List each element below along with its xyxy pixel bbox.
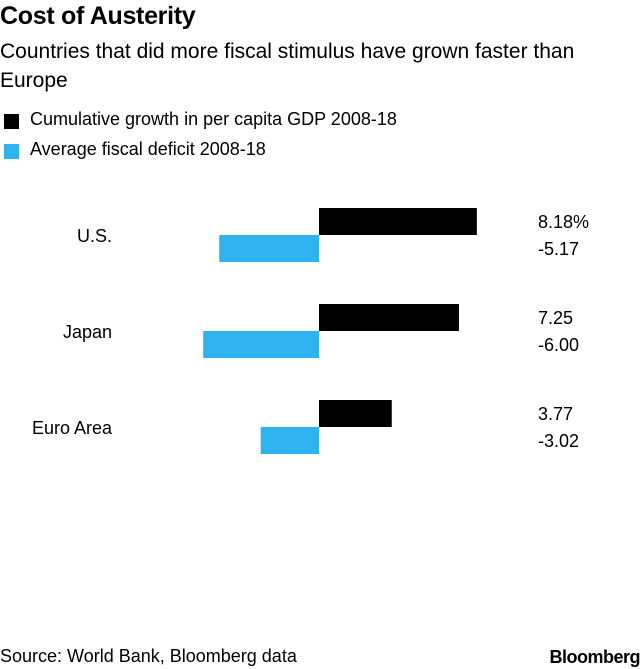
source-note: Source: World Bank, Bloomberg data (0, 646, 297, 666)
chart-subtitle: Countries that did more fiscal stimulus … (0, 40, 575, 92)
bar-chart: U.S. 8.18% -5.17 Japan 7.25 -6.00 Euro Area 3.7… (32, 208, 589, 454)
value-label-growth-euro-area: 3.77 (538, 404, 573, 424)
bar-deficit-japan (203, 331, 319, 358)
value-label-growth-japan: 7.25 (538, 308, 573, 328)
bar-growth-u-s (319, 208, 477, 235)
bar-deficit-u-s (219, 235, 319, 262)
bloomberg-logo: Bloomberg (549, 647, 640, 667)
bar-growth-euro-area (319, 400, 392, 427)
category-label-japan: Japan (63, 322, 112, 342)
value-label-growth-u-s: 8.18% (538, 212, 589, 232)
legend-label-deficit: Average fiscal deficit 2008-18 (30, 139, 266, 159)
bar-growth-japan (319, 304, 459, 331)
legend-swatch-growth (4, 114, 19, 129)
value-label-deficit-euro-area: -3.02 (538, 431, 579, 451)
legend-label-growth: Cumulative growth in per capita GDP 2008… (30, 109, 397, 129)
value-label-deficit-japan: -6.00 (538, 335, 579, 355)
category-label-u-s: U.S. (77, 226, 112, 246)
category-label-euro-area: Euro Area (32, 418, 113, 438)
value-label-deficit-u-s: -5.17 (538, 239, 579, 259)
bar-deficit-euro-area (260, 427, 319, 454)
chart-title: Cost of Austerity (0, 2, 196, 30)
legend-swatch-deficit (4, 144, 19, 159)
